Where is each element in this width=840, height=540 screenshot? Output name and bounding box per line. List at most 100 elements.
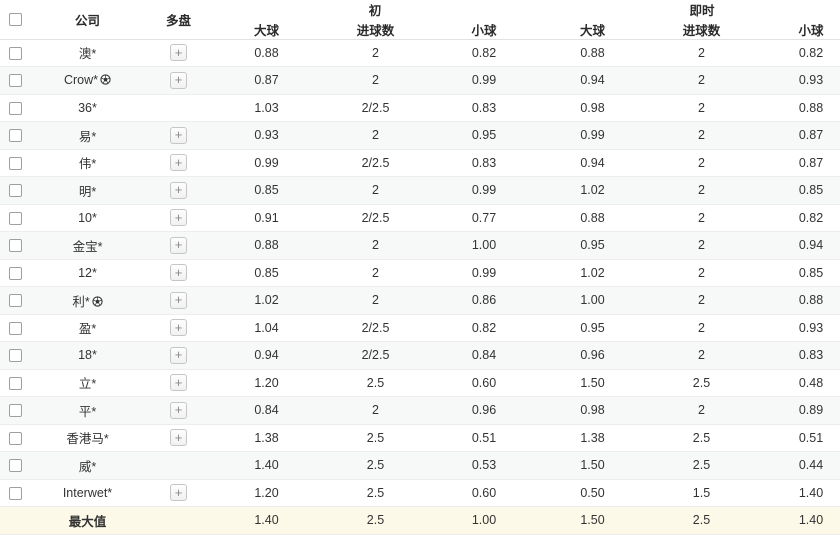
company-name[interactable]: 易*: [78, 129, 97, 144]
multi-expand-button[interactable]: +: [170, 374, 187, 392]
table-row: 平* + 0.84 2 0.96 0.98 2 0.89: [0, 396, 840, 425]
live-goals-cell: 2: [647, 341, 756, 370]
multi-expand-button[interactable]: +: [170, 319, 187, 337]
row-checkbox[interactable]: [8, 294, 22, 308]
row-checkbox[interactable]: [8, 404, 22, 418]
multi-expand-button[interactable]: +: [170, 346, 187, 364]
max-live-goals-cell: 2.5: [647, 506, 756, 535]
initial-over-cell: 0.91: [212, 204, 321, 232]
multi-expand-button[interactable]: +: [170, 154, 187, 172]
initial-goals-cell: 2: [321, 39, 430, 67]
multi-expand-button[interactable]: +: [170, 209, 187, 227]
table-row: Crow* + 0.87 2 0.99 0.94 2 0.93: [0, 66, 840, 95]
row-checkbox[interactable]: [8, 101, 22, 115]
initial-under-cell: 0.99: [430, 176, 538, 205]
initial-under-cell: 0.51: [430, 424, 538, 452]
row-checkbox[interactable]: [8, 184, 22, 198]
row-checkbox[interactable]: [8, 129, 22, 143]
live-goals-cell: 2: [647, 121, 756, 150]
table-row: 明* + 0.85 2 0.99 1.02 2 0.85: [0, 176, 840, 205]
row-checkbox[interactable]: [8, 431, 22, 445]
row-checkbox[interactable]: [8, 156, 22, 170]
initial-over-cell: 1.20: [212, 369, 321, 397]
column-group-live: 即时: [689, 4, 715, 19]
initial-goals-cell: 2: [321, 176, 430, 205]
company-name[interactable]: Interwet*: [62, 485, 113, 500]
row-checkbox[interactable]: [8, 321, 22, 335]
initial-goals-cell: 2.5: [321, 479, 430, 507]
multi-expand-button[interactable]: +: [170, 44, 187, 62]
table-row: 金宝* + 0.88 2 1.00 0.95 2 0.94: [0, 231, 840, 260]
multi-expand-button[interactable]: +: [170, 291, 187, 309]
company-name[interactable]: 金宝*: [72, 239, 103, 254]
multi-expand-button[interactable]: +: [170, 484, 187, 502]
row-checkbox[interactable]: [8, 486, 22, 500]
column-header-multi: 多盘: [145, 0, 212, 40]
initial-under-cell: 0.77: [430, 204, 538, 232]
initial-under-cell: 0.99: [430, 259, 538, 287]
row-checkbox[interactable]: [8, 266, 22, 280]
multi-expand-button[interactable]: +: [170, 71, 187, 89]
column-header-live-goals: 进球数: [647, 19, 756, 40]
multi-expand-button[interactable]: +: [170, 126, 187, 144]
max-live-under-cell: 1.40: [756, 506, 840, 535]
multi-expand-button[interactable]: +: [170, 264, 187, 282]
select-all-checkbox[interactable]: [8, 13, 22, 27]
live-over-cell: 0.95: [538, 314, 647, 342]
row-checkbox[interactable]: [8, 46, 22, 60]
company-name[interactable]: 明*: [78, 184, 97, 199]
live-goals-cell: 2: [647, 94, 756, 122]
max-live-over-cell: 1.50: [538, 506, 647, 535]
row-checkbox[interactable]: [8, 376, 22, 390]
company-name[interactable]: 平*: [78, 404, 97, 419]
live-goals-cell: 2: [647, 149, 756, 177]
column-header-initial-under: 小球: [430, 19, 538, 40]
live-over-cell: 0.99: [538, 121, 647, 150]
column-header-company: 公司: [30, 0, 145, 40]
row-checkbox[interactable]: [8, 239, 22, 253]
live-goals-cell: 2.5: [647, 424, 756, 452]
live-under-cell: 0.93: [756, 66, 840, 95]
column-header-initial-goals: 进球数: [321, 19, 430, 40]
multi-expand-button[interactable]: +: [170, 401, 187, 419]
table-row: 澳* + 0.88 2 0.82 0.88 2 0.82: [0, 39, 840, 67]
live-over-cell: 0.95: [538, 231, 647, 260]
multi-expand-button[interactable]: +: [170, 429, 187, 447]
initial-over-cell: 0.99: [212, 149, 321, 177]
column-group-initial: 初: [368, 4, 382, 19]
live-goals-cell: 2: [647, 259, 756, 287]
live-under-cell: 0.51: [756, 424, 840, 452]
live-over-cell: 0.98: [538, 396, 647, 425]
row-checkbox[interactable]: [8, 211, 22, 225]
initial-over-cell: 0.85: [212, 259, 321, 287]
company-name[interactable]: 盈*: [78, 322, 97, 337]
initial-over-cell: 1.40: [212, 451, 321, 480]
company-name[interactable]: 澳*: [78, 47, 97, 62]
company-name[interactable]: Crow*: [63, 73, 99, 88]
multi-expand-button[interactable]: +: [170, 181, 187, 199]
company-name[interactable]: 威*: [78, 459, 97, 474]
company-name[interactable]: 利*: [72, 294, 90, 309]
initial-goals-cell: 2: [321, 286, 430, 315]
live-goals-cell: 2: [647, 314, 756, 342]
table-row: 威* 1.40 2.5 0.53 1.50 2.5 0.44: [0, 451, 840, 480]
initial-goals-cell: 2: [321, 231, 430, 260]
max-initial-over-cell: 1.40: [212, 506, 321, 535]
company-name[interactable]: 12*: [78, 265, 97, 280]
company-name[interactable]: 18*: [78, 348, 97, 363]
live-under-cell: 0.82: [756, 39, 840, 67]
row-checkbox[interactable]: [8, 349, 22, 363]
column-header-live-under: 小球: [756, 19, 840, 40]
company-name[interactable]: 香港马*: [66, 432, 109, 447]
company-name[interactable]: 10*: [78, 210, 97, 225]
initial-over-cell: 1.20: [212, 479, 321, 507]
company-name[interactable]: 36*: [78, 100, 97, 115]
row-checkbox[interactable]: [8, 74, 22, 88]
company-name[interactable]: 伟*: [78, 157, 97, 172]
company-name[interactable]: 立*: [78, 377, 97, 392]
multi-expand-button[interactable]: +: [170, 236, 187, 254]
initial-over-cell: 0.88: [212, 39, 321, 67]
row-checkbox[interactable]: [8, 459, 22, 473]
column-header-initial-over: 大球: [212, 19, 321, 40]
table-row: 18* + 0.94 2/2.5 0.84 0.96 2 0.83: [0, 341, 840, 370]
